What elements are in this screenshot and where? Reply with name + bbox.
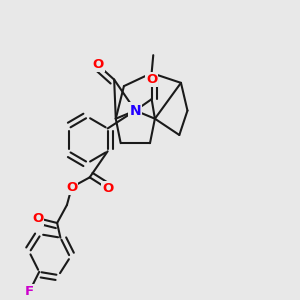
Text: O: O (102, 182, 113, 195)
Text: O: O (66, 181, 77, 194)
Text: N: N (130, 103, 141, 118)
Text: F: F (25, 285, 34, 298)
Text: O: O (146, 73, 157, 86)
Text: O: O (32, 212, 43, 225)
Text: O: O (92, 58, 103, 71)
